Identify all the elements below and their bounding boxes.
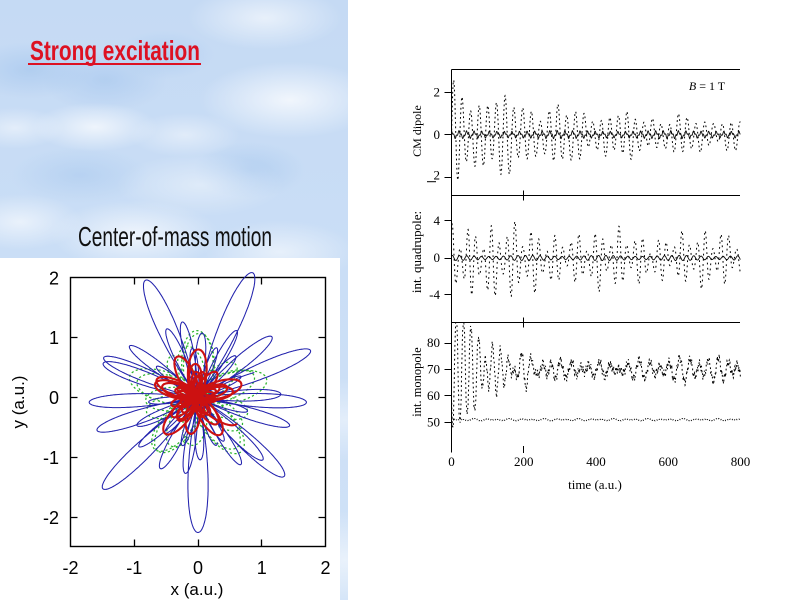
svg-text:50: 50	[427, 414, 440, 429]
svg-text:x (a.u.): x (a.u.)	[171, 580, 224, 599]
svg-text:2: 2	[434, 85, 441, 100]
svg-text:time (a.u.): time (a.u.)	[568, 477, 622, 492]
svg-text:200: 200	[514, 454, 534, 469]
svg-text:0: 0	[434, 127, 441, 142]
svg-text:int. monopole: int. monopole	[410, 347, 424, 417]
svg-text:1: 1	[257, 558, 267, 578]
svg-text:CM dipole: CM dipole	[410, 105, 424, 157]
svg-text:-2: -2	[62, 558, 78, 578]
svg-text:0: 0	[448, 454, 455, 469]
svg-text:-1: -1	[43, 448, 59, 468]
svg-text:y (a.u.): y (a.u.)	[9, 376, 28, 429]
svg-text:int. quadrupole:: int. quadrupole:	[409, 211, 424, 293]
svg-text:-2: -2	[43, 508, 59, 528]
svg-text:-4: -4	[429, 287, 440, 302]
svg-text:2: 2	[434, 167, 441, 182]
svg-text:0: 0	[434, 250, 441, 265]
svg-text:0: 0	[193, 558, 203, 578]
svg-text:2: 2	[320, 558, 330, 578]
svg-text:800: 800	[731, 454, 751, 469]
svg-text:80: 80	[427, 335, 440, 350]
svg-text:60: 60	[427, 388, 440, 403]
svg-text:B = 1 T: B = 1 T	[689, 79, 726, 93]
svg-text:-1: -1	[126, 558, 142, 578]
svg-text:0: 0	[49, 388, 59, 408]
svg-text:70: 70	[427, 362, 440, 377]
svg-text:4: 4	[434, 213, 441, 228]
svg-text:2: 2	[49, 269, 59, 289]
svg-text:400: 400	[586, 454, 606, 469]
svg-text:1: 1	[49, 328, 59, 348]
svg-text:600: 600	[659, 454, 679, 469]
